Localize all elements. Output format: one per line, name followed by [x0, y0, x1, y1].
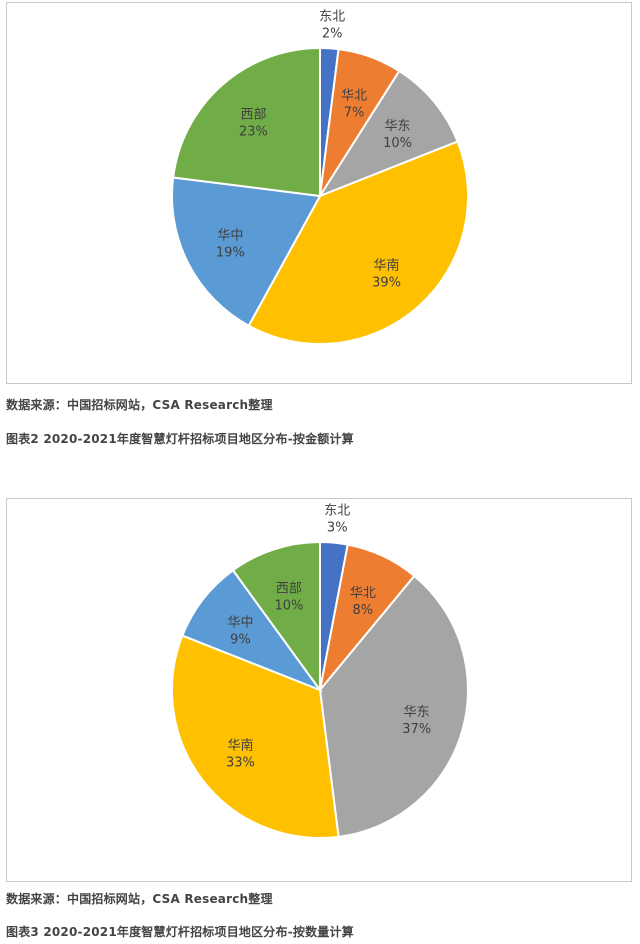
pie-chart-amount: 东北 2% 华北 7% 华东 10% 华南 39% 华中 19% 西部 23% — [6, 2, 632, 384]
slice-category-label: 东北 — [319, 9, 345, 24]
figure-3-caption: 图表3 2020-2021年度智慧灯杆招标项目地区分布-按数量计算 — [6, 925, 354, 939]
slice-category-label: 东北 — [324, 504, 350, 519]
slice-category-label: 华中 — [227, 615, 253, 630]
figure-2-caption: 图表2 2020-2021年度智慧灯杆招标项目地区分布-按金额计算 — [6, 432, 354, 446]
pie-slice-4 — [247, 140, 469, 345]
pie-slice-3 — [317, 69, 459, 199]
pie-chart-amount-svg: 东北 2% 华北 7% 华东 10% 华南 39% 华中 19% 西部 23% — [171, 9, 469, 345]
slice-percent-label: 10% — [383, 136, 412, 151]
slice-percent-label: 2% — [322, 26, 343, 41]
pie-slice-4 — [171, 634, 340, 839]
slice-category-label: 华北 — [350, 586, 376, 601]
slice-percent-label: 7% — [344, 105, 365, 120]
slice-percent-label: 10% — [274, 598, 303, 613]
slice-percent-label: 37% — [402, 722, 431, 737]
slice-category-label: 华东 — [385, 119, 411, 134]
slice-category-label: 华北 — [341, 88, 367, 103]
pie-chart-count: 东北 3% 华北 8% 华东 37% 华南 33% 华中 9% 西部 10% — [6, 498, 632, 882]
slice-percent-label: 8% — [353, 603, 374, 618]
slice-category-label: 西部 — [240, 108, 266, 123]
slice-category-label: 华南 — [227, 738, 253, 754]
pie-slice-5 — [181, 568, 323, 693]
slice-category-label: 华南 — [374, 257, 400, 273]
pie-chart-count-svg: 东北 3% 华北 8% 华东 37% 华南 33% 华中 9% 西部 10% — [171, 504, 469, 839]
slice-percent-label: 23% — [239, 125, 268, 140]
slice-category-label: 华中 — [217, 229, 243, 244]
pie-slice-3 — [318, 574, 469, 838]
slice-percent-label: 9% — [230, 632, 251, 647]
slice-category-label: 西部 — [276, 581, 302, 596]
slice-percent-label: 3% — [327, 521, 348, 536]
pie-slice-6 — [172, 46, 321, 198]
pie-slice-5 — [171, 176, 322, 328]
slice-percent-label: 39% — [372, 275, 401, 290]
pie-slice-6 — [231, 540, 321, 694]
slice-category-label: 华东 — [404, 705, 430, 720]
slice-percent-label: 33% — [226, 756, 255, 771]
slice-percent-label: 19% — [216, 246, 245, 261]
data-source-note-2: 数据来源：中国招标网站，CSA Research整理 — [6, 892, 273, 906]
data-source-note-1: 数据来源：中国招标网站，CSA Research整理 — [6, 398, 273, 412]
